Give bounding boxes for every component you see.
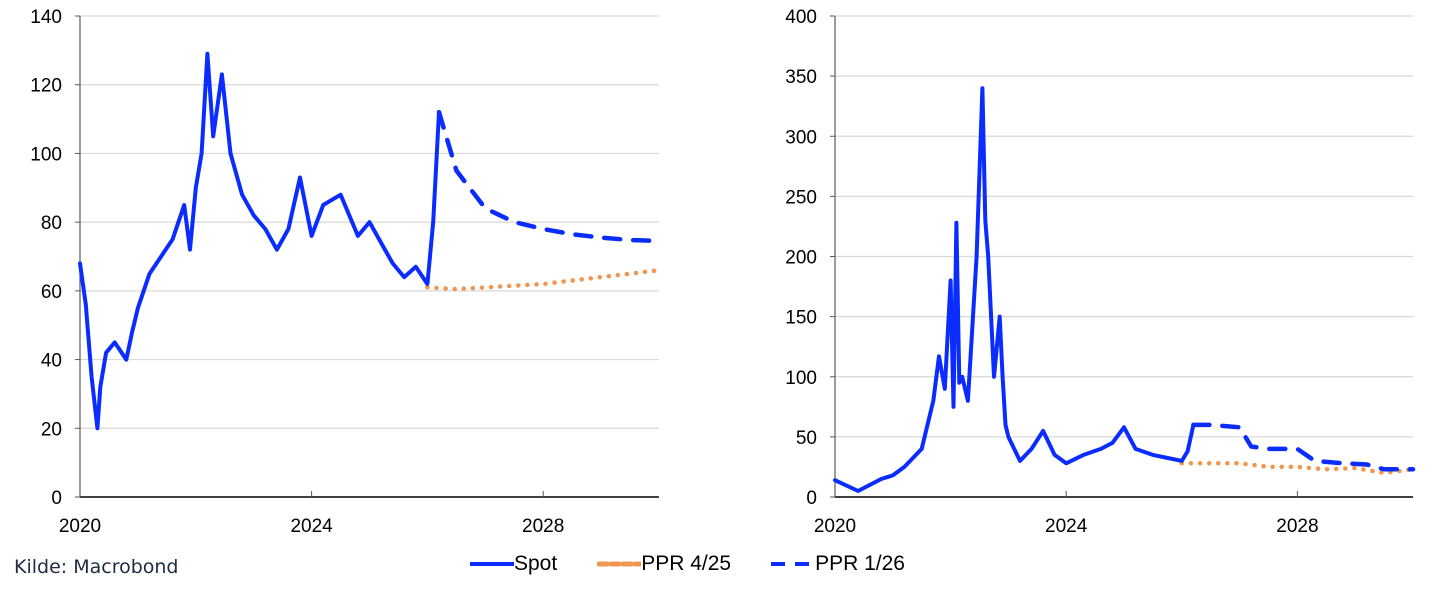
- chart-panel-2: 0 50 100 150 200 250 300 350 400 2020 2024 2028: [785, 7, 1416, 537]
- dashed-line-icon: [771, 562, 816, 566]
- y-tick-label: 0: [51, 488, 62, 509]
- x-tick-label: 2024: [1045, 516, 1088, 537]
- y-tick-label: 40: [41, 351, 62, 372]
- chart-panel-1: 0 20 40 60 80 100 120 140 2020 2024 2028: [30, 7, 662, 537]
- x-tick-label: 2020: [59, 516, 101, 537]
- y-tick-label: 400: [785, 7, 817, 28]
- y-tick-label: 100: [785, 368, 817, 389]
- x-tick-label: 2020: [814, 516, 856, 537]
- y-tick-label: 200: [785, 248, 817, 269]
- y-tick-label: 100: [30, 144, 62, 165]
- legend-label: Spot: [514, 552, 558, 575]
- solid-line-icon: [470, 562, 514, 566]
- legend-item-ppr-4-25: PPR 4/25: [597, 552, 731, 576]
- series-ppr-4-25: [1179, 461, 1416, 476]
- x-tick-label: 2028: [522, 516, 564, 537]
- x-tick-label: 2024: [290, 516, 333, 537]
- y-tick-label: 140: [30, 7, 62, 28]
- y-tick-label: 300: [785, 127, 817, 148]
- x-tick-label: 2028: [1276, 516, 1318, 537]
- series-ppr-1-26: [436, 109, 662, 244]
- series-ppr-1-26: [1191, 422, 1416, 472]
- legend-label: PPR 4/25: [641, 552, 732, 575]
- y-tick-label: 350: [785, 67, 817, 88]
- series-spot: [78, 51, 441, 431]
- y-tick-label: 120: [30, 76, 62, 97]
- legend-item-ppr-1-26: PPR 1/26: [771, 552, 905, 576]
- series-ppr-4-25: [425, 267, 662, 292]
- source-note: Kilde: Macrobond: [14, 556, 179, 578]
- chart-legend: Spot PPR 4/25 PPR 1/26: [470, 552, 905, 576]
- y-tick-label: 80: [41, 213, 62, 234]
- legend-label: PPR 1/26: [815, 552, 905, 575]
- y-tick-label: 20: [41, 419, 62, 440]
- y-tick-label: 50: [796, 428, 817, 449]
- y-tick-label: 60: [41, 282, 62, 303]
- y-tick-label: 250: [785, 187, 817, 208]
- series-spot: [833, 86, 1196, 493]
- y-tick-label: 0: [806, 488, 817, 509]
- legend-item-spot: Spot: [470, 552, 557, 576]
- y-tick-label: 150: [785, 308, 817, 329]
- dotted-line-icon: [597, 561, 642, 567]
